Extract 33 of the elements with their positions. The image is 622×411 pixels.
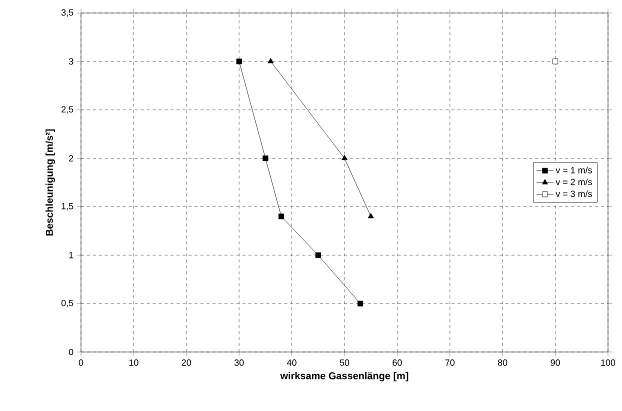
legend-label: v = 3 m/s	[556, 190, 592, 197]
x-tick-label: 30	[234, 359, 244, 366]
point	[268, 58, 274, 64]
point	[358, 300, 364, 306]
x-axis-title: wirksame Gassenlänge [m]	[280, 372, 408, 382]
x-tick-label: 70	[445, 359, 455, 366]
legend-label: v = 1 m/s	[556, 166, 592, 174]
point	[342, 154, 348, 160]
point	[262, 155, 268, 162]
y-tick-label: 1,5	[62, 203, 74, 210]
point	[368, 213, 374, 218]
x-tick-label: 10	[129, 359, 138, 366]
x-tick-label: 40	[287, 359, 296, 366]
point	[315, 252, 321, 258]
x-tick-label: 20	[182, 359, 192, 366]
x-tick-label: 60	[392, 359, 402, 366]
point	[236, 58, 242, 64]
legend-label: v = 2 m/s	[556, 178, 592, 186]
y-tick-label: 0	[68, 348, 74, 356]
x-tick-label: 50	[340, 359, 350, 366]
x-tick-label: 100	[601, 359, 616, 366]
y-tick-label: 3,5	[61, 9, 74, 17]
y-tick-label: 2,5	[62, 106, 74, 114]
y-tick-label: 1	[69, 252, 74, 258]
y-tick-label: 2	[69, 155, 74, 162]
x-tick-label: 0	[78, 359, 84, 366]
x-tick-label: 80	[498, 359, 508, 366]
y-tick-label: 0,5	[61, 300, 74, 308]
y-axis-title: Beschleunigung [m/s²]	[46, 129, 55, 236]
x-tick-label: 90	[550, 359, 560, 366]
point	[552, 58, 558, 64]
point	[278, 214, 284, 220]
y-tick-label: 3	[68, 58, 74, 65]
